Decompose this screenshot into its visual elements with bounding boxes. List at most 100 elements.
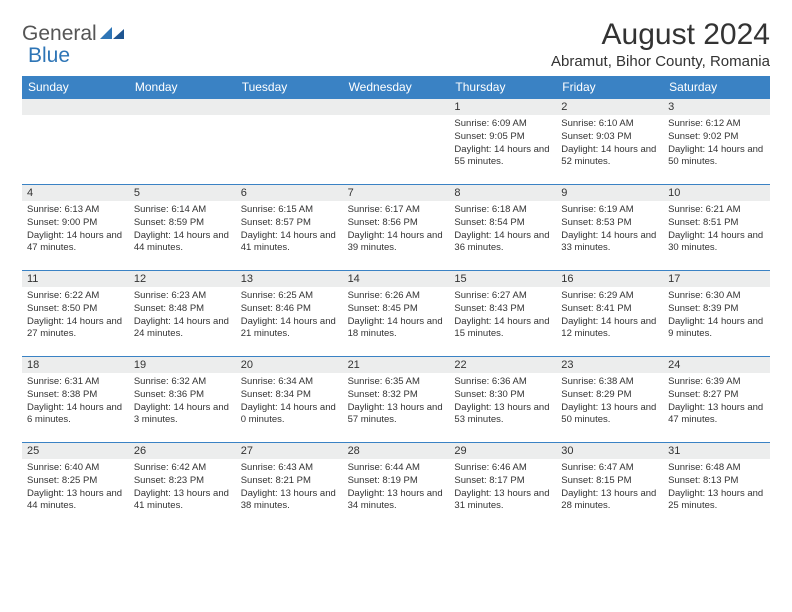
day-cell: 17Sunrise: 6:30 AMSunset: 8:39 PMDayligh…: [663, 270, 770, 356]
day-number: 15: [449, 271, 556, 287]
day-details: Sunrise: 6:42 AMSunset: 8:23 PMDaylight:…: [129, 459, 236, 518]
day-cell: 5Sunrise: 6:14 AMSunset: 8:59 PMDaylight…: [129, 184, 236, 270]
location: Abramut, Bihor County, Romania: [551, 53, 770, 70]
day-cell: 25Sunrise: 6:40 AMSunset: 8:25 PMDayligh…: [22, 442, 129, 528]
day-details: Sunrise: 6:21 AMSunset: 8:51 PMDaylight:…: [663, 201, 770, 260]
day-number: 23: [556, 357, 663, 373]
day-details: Sunrise: 6:15 AMSunset: 8:57 PMDaylight:…: [236, 201, 343, 260]
day-cell: 31Sunrise: 6:48 AMSunset: 8:13 PMDayligh…: [663, 442, 770, 528]
day-header: Sunday: [22, 76, 129, 98]
day-cell: 11Sunrise: 6:22 AMSunset: 8:50 PMDayligh…: [22, 270, 129, 356]
day-details: Sunrise: 6:12 AMSunset: 9:02 PMDaylight:…: [663, 115, 770, 174]
calendar-grid: SundayMondayTuesdayWednesdayThursdayFrid…: [22, 76, 770, 528]
empty-cell: [129, 98, 236, 184]
day-cell: 26Sunrise: 6:42 AMSunset: 8:23 PMDayligh…: [129, 442, 236, 528]
day-cell: 1Sunrise: 6:09 AMSunset: 9:05 PMDaylight…: [449, 98, 556, 184]
day-cell: 16Sunrise: 6:29 AMSunset: 8:41 PMDayligh…: [556, 270, 663, 356]
day-cell: 6Sunrise: 6:15 AMSunset: 8:57 PMDaylight…: [236, 184, 343, 270]
day-number: 14: [343, 271, 450, 287]
day-details: Sunrise: 6:13 AMSunset: 9:00 PMDaylight:…: [22, 201, 129, 260]
day-number: 12: [129, 271, 236, 287]
day-number: 29: [449, 443, 556, 459]
day-number: 2: [556, 99, 663, 115]
day-number: 18: [22, 357, 129, 373]
day-header: Tuesday: [236, 76, 343, 98]
day-cell: 8Sunrise: 6:18 AMSunset: 8:54 PMDaylight…: [449, 184, 556, 270]
day-cell: 27Sunrise: 6:43 AMSunset: 8:21 PMDayligh…: [236, 442, 343, 528]
day-details: Sunrise: 6:32 AMSunset: 8:36 PMDaylight:…: [129, 373, 236, 432]
day-details: Sunrise: 6:39 AMSunset: 8:27 PMDaylight:…: [663, 373, 770, 432]
day-details: Sunrise: 6:25 AMSunset: 8:46 PMDaylight:…: [236, 287, 343, 346]
day-header: Monday: [129, 76, 236, 98]
day-cell: 30Sunrise: 6:47 AMSunset: 8:15 PMDayligh…: [556, 442, 663, 528]
day-number: 3: [663, 99, 770, 115]
day-cell: 3Sunrise: 6:12 AMSunset: 9:02 PMDaylight…: [663, 98, 770, 184]
day-number: 17: [663, 271, 770, 287]
day-details: Sunrise: 6:36 AMSunset: 8:30 PMDaylight:…: [449, 373, 556, 432]
day-header: Thursday: [449, 76, 556, 98]
logo-flag-icon: [100, 23, 126, 46]
daynum-blank: [129, 99, 236, 115]
day-cell: 21Sunrise: 6:35 AMSunset: 8:32 PMDayligh…: [343, 356, 450, 442]
day-details: Sunrise: 6:29 AMSunset: 8:41 PMDaylight:…: [556, 287, 663, 346]
day-number: 28: [343, 443, 450, 459]
day-cell: 15Sunrise: 6:27 AMSunset: 8:43 PMDayligh…: [449, 270, 556, 356]
day-number: 6: [236, 185, 343, 201]
day-cell: 20Sunrise: 6:34 AMSunset: 8:34 PMDayligh…: [236, 356, 343, 442]
day-number: 10: [663, 185, 770, 201]
day-cell: 19Sunrise: 6:32 AMSunset: 8:36 PMDayligh…: [129, 356, 236, 442]
day-number: 24: [663, 357, 770, 373]
day-cell: 10Sunrise: 6:21 AMSunset: 8:51 PMDayligh…: [663, 184, 770, 270]
day-details: Sunrise: 6:43 AMSunset: 8:21 PMDaylight:…: [236, 459, 343, 518]
day-number: 21: [343, 357, 450, 373]
day-number: 7: [343, 185, 450, 201]
day-number: 19: [129, 357, 236, 373]
day-cell: 4Sunrise: 6:13 AMSunset: 9:00 PMDaylight…: [22, 184, 129, 270]
day-number: 1: [449, 99, 556, 115]
day-number: 25: [22, 443, 129, 459]
title-block: August 2024 Abramut, Bihor County, Roman…: [551, 18, 770, 70]
empty-cell: [22, 98, 129, 184]
day-cell: 24Sunrise: 6:39 AMSunset: 8:27 PMDayligh…: [663, 356, 770, 442]
day-number: 31: [663, 443, 770, 459]
day-cell: 2Sunrise: 6:10 AMSunset: 9:03 PMDaylight…: [556, 98, 663, 184]
day-header: Friday: [556, 76, 663, 98]
daynum-blank: [343, 99, 450, 115]
day-cell: 13Sunrise: 6:25 AMSunset: 8:46 PMDayligh…: [236, 270, 343, 356]
day-number: 22: [449, 357, 556, 373]
day-details: Sunrise: 6:44 AMSunset: 8:19 PMDaylight:…: [343, 459, 450, 518]
day-details: Sunrise: 6:35 AMSunset: 8:32 PMDaylight:…: [343, 373, 450, 432]
empty-cell: [236, 98, 343, 184]
day-details: Sunrise: 6:18 AMSunset: 8:54 PMDaylight:…: [449, 201, 556, 260]
day-cell: 9Sunrise: 6:19 AMSunset: 8:53 PMDaylight…: [556, 184, 663, 270]
day-details: Sunrise: 6:31 AMSunset: 8:38 PMDaylight:…: [22, 373, 129, 432]
day-details: Sunrise: 6:46 AMSunset: 8:17 PMDaylight:…: [449, 459, 556, 518]
day-details: Sunrise: 6:27 AMSunset: 8:43 PMDaylight:…: [449, 287, 556, 346]
day-number: 5: [129, 185, 236, 201]
day-number: 20: [236, 357, 343, 373]
day-details: Sunrise: 6:30 AMSunset: 8:39 PMDaylight:…: [663, 287, 770, 346]
daynum-blank: [236, 99, 343, 115]
day-details: Sunrise: 6:09 AMSunset: 9:05 PMDaylight:…: [449, 115, 556, 174]
day-cell: 18Sunrise: 6:31 AMSunset: 8:38 PMDayligh…: [22, 356, 129, 442]
day-number: 9: [556, 185, 663, 201]
day-details: Sunrise: 6:23 AMSunset: 8:48 PMDaylight:…: [129, 287, 236, 346]
day-details: Sunrise: 6:17 AMSunset: 8:56 PMDaylight:…: [343, 201, 450, 260]
day-details: Sunrise: 6:26 AMSunset: 8:45 PMDaylight:…: [343, 287, 450, 346]
day-cell: 23Sunrise: 6:38 AMSunset: 8:29 PMDayligh…: [556, 356, 663, 442]
day-details: Sunrise: 6:14 AMSunset: 8:59 PMDaylight:…: [129, 201, 236, 260]
day-number: 26: [129, 443, 236, 459]
day-cell: 14Sunrise: 6:26 AMSunset: 8:45 PMDayligh…: [343, 270, 450, 356]
day-cell: 22Sunrise: 6:36 AMSunset: 8:30 PMDayligh…: [449, 356, 556, 442]
day-details: Sunrise: 6:40 AMSunset: 8:25 PMDaylight:…: [22, 459, 129, 518]
day-details: Sunrise: 6:38 AMSunset: 8:29 PMDaylight:…: [556, 373, 663, 432]
empty-cell: [343, 98, 450, 184]
day-number: 30: [556, 443, 663, 459]
day-number: 16: [556, 271, 663, 287]
day-details: Sunrise: 6:47 AMSunset: 8:15 PMDaylight:…: [556, 459, 663, 518]
logo-text-blue: Blue: [28, 44, 70, 68]
day-number: 27: [236, 443, 343, 459]
day-details: Sunrise: 6:19 AMSunset: 8:53 PMDaylight:…: [556, 201, 663, 260]
page-title: August 2024: [551, 18, 770, 52]
day-number: 8: [449, 185, 556, 201]
